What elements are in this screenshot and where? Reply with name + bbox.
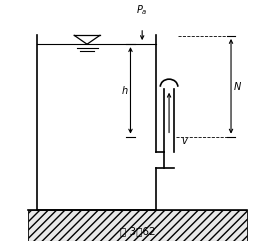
- Text: $h$: $h$: [121, 84, 128, 96]
- Bar: [28, 210, 248, 241]
- Text: $v$: $v$: [181, 136, 189, 146]
- Text: $N$: $N$: [233, 80, 242, 92]
- Text: $P_a$: $P_a$: [136, 4, 148, 17]
- Text: 图 3－62: 图 3－62: [120, 226, 155, 236]
